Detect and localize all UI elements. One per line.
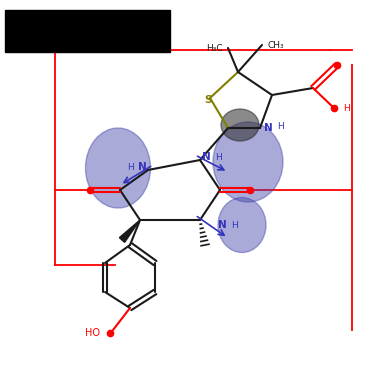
Text: N: N (138, 162, 147, 172)
Text: HO: HO (85, 328, 100, 338)
Ellipse shape (85, 128, 151, 208)
Text: H: H (231, 221, 238, 229)
Text: N: N (218, 220, 226, 230)
Text: H₃C: H₃C (206, 44, 223, 53)
Text: H: H (343, 104, 350, 112)
Text: H: H (215, 152, 221, 161)
Ellipse shape (213, 122, 283, 202)
Bar (5, 10, 170, 52)
Text: CH₃: CH₃ (267, 40, 284, 50)
Polygon shape (120, 220, 140, 242)
Text: H: H (127, 162, 133, 172)
Ellipse shape (221, 109, 259, 141)
Text: N: N (202, 152, 211, 162)
Text: S: S (204, 95, 212, 105)
Ellipse shape (218, 198, 266, 252)
Text: H: H (277, 121, 283, 131)
Text: N: N (263, 123, 272, 133)
